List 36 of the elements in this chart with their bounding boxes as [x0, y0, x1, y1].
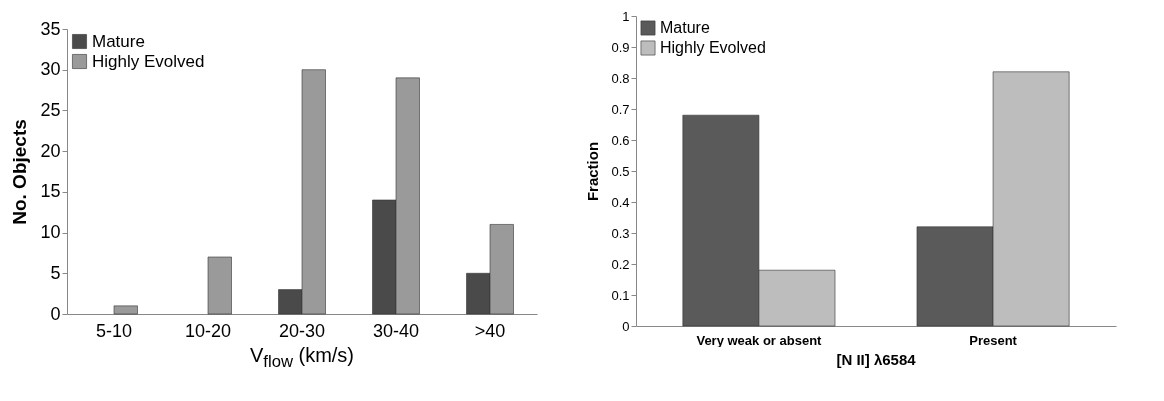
x-tick-label: 5-10	[95, 320, 133, 341]
y-axis-title: Fraction	[584, 141, 602, 202]
y-tick-label: 30	[40, 59, 61, 80]
x-tick-label: 10-20	[184, 320, 232, 341]
y-tick-label: 0.7	[611, 101, 630, 117]
bar	[113, 305, 138, 315]
y-tick-label: 0.1	[611, 287, 630, 303]
x-tick-label: 30-40	[372, 320, 420, 341]
legend-label: Highly Evolved	[660, 39, 766, 56]
x-tick-label: Very weak or absent	[696, 332, 823, 348]
y-tick-label: 0.8	[611, 70, 630, 86]
y-tick-label: 15	[40, 181, 61, 202]
y-tick-label: 0.2	[611, 256, 630, 272]
y-tick-label: 1	[622, 8, 630, 24]
y-tick-label: 0.3	[611, 225, 630, 241]
y-tick-label: 0.5	[611, 163, 630, 179]
legend-label: Mature	[92, 31, 145, 51]
y-tick-label: 0	[50, 303, 61, 324]
x-tick-label: >40	[474, 320, 506, 341]
y-tick-label: 20	[40, 140, 61, 161]
y-tick-label: 35	[40, 18, 61, 39]
y-axis-title: No. Objects	[9, 119, 31, 225]
x-tick-label: Present	[969, 332, 1018, 348]
x-axis-title: [N II] λ6584	[835, 351, 917, 368]
legend-label: Mature	[660, 19, 710, 36]
y-tick-label: 0.9	[611, 39, 630, 55]
legend-label: Highly Evolved	[92, 51, 205, 71]
y-tick-label: 0.4	[611, 194, 630, 210]
y-tick-label: 0	[622, 318, 630, 334]
y-tick-label: 5	[50, 262, 61, 283]
y-tick-label: 25	[40, 99, 61, 120]
y-tick-label: 10	[40, 222, 61, 243]
x-axis-title: V$_{flow}$ (km/s)	[248, 344, 356, 372]
x-tick-label: 20-30	[278, 320, 326, 341]
bar	[207, 256, 232, 315]
y-tick-label: 0.6	[611, 132, 630, 148]
